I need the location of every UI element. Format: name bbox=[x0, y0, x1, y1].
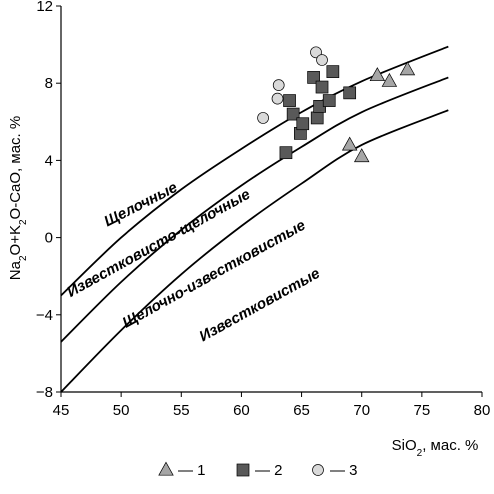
legend-label-3: — 3 bbox=[330, 462, 358, 479]
boundary-line-3 bbox=[60, 109, 449, 393]
legend-label-2: — 2 bbox=[255, 462, 283, 479]
data-point-series-2 bbox=[283, 94, 296, 107]
x-tick-label: 45 bbox=[53, 402, 70, 419]
y-tick-label: −4 bbox=[36, 307, 53, 324]
data-point-series-2 bbox=[286, 107, 300, 121]
data-point-series-1 bbox=[341, 136, 358, 151]
x-tick-label: 70 bbox=[353, 402, 370, 419]
y-tick-label: 12 bbox=[36, 0, 53, 15]
data-point-series-2 bbox=[307, 71, 320, 84]
boundary-lines bbox=[60, 45, 449, 393]
data-point-series-1 bbox=[353, 148, 370, 163]
x-axis-label: SiO2, мас. % bbox=[392, 437, 479, 459]
data-point-series-2 bbox=[315, 80, 329, 94]
axes-frame bbox=[60, 6, 482, 393]
legend: — 1 — 2 — 3 bbox=[158, 461, 358, 479]
data-point-series-2 bbox=[326, 65, 340, 78]
legend-marker-3 bbox=[312, 464, 324, 476]
y-tick-label: 4 bbox=[45, 152, 53, 169]
data-point-series-2 bbox=[343, 86, 357, 100]
x-tick-label: 80 bbox=[474, 402, 491, 419]
data-point-series-3 bbox=[257, 112, 269, 124]
region-label: Щелочно-известковистые bbox=[120, 217, 309, 332]
data-point-series-2 bbox=[310, 111, 324, 125]
boundary-line-1 bbox=[60, 45, 449, 297]
y-tick-label: −8 bbox=[36, 384, 53, 401]
data-point-series-2 bbox=[279, 146, 293, 160]
data-point-series-3 bbox=[272, 79, 285, 91]
y-axis-label: Na2O+K2O-CaO, мас. % bbox=[7, 116, 29, 280]
x-tick-label: 75 bbox=[414, 402, 431, 419]
data-point-series-3 bbox=[310, 46, 322, 59]
x-tick-label: 65 bbox=[293, 402, 310, 419]
boundary-line-2 bbox=[60, 76, 449, 343]
x-tick-label: 55 bbox=[173, 402, 190, 419]
data-point-series-1 bbox=[399, 61, 416, 76]
data-point-series-1 bbox=[369, 67, 386, 82]
legend-marker-1 bbox=[158, 461, 174, 476]
legend-label-1: — 1 bbox=[178, 462, 206, 479]
y-tick-label: 0 bbox=[45, 230, 53, 247]
legend-marker-2 bbox=[236, 463, 250, 477]
x-tick-label: 60 bbox=[233, 402, 250, 419]
x-tick-label: 50 bbox=[113, 402, 130, 419]
region-labels: ЩелочныеИзвестковисто-щелочныеЩелочно-из… bbox=[64, 179, 323, 345]
region-label: Щелочные bbox=[101, 179, 180, 230]
data-point-series-3 bbox=[271, 92, 284, 105]
data-points bbox=[257, 46, 416, 163]
data-point-series-2 bbox=[296, 117, 310, 131]
data-point-series-3 bbox=[316, 54, 328, 66]
data-point-series-2 bbox=[322, 94, 336, 107]
axis-ticks: 45 50 55 60 65 70 75 80 −8 −4 0 4 8 12 bbox=[36, 0, 490, 419]
data-point-series-1 bbox=[381, 72, 398, 87]
y-tick-label: 8 bbox=[45, 75, 53, 92]
